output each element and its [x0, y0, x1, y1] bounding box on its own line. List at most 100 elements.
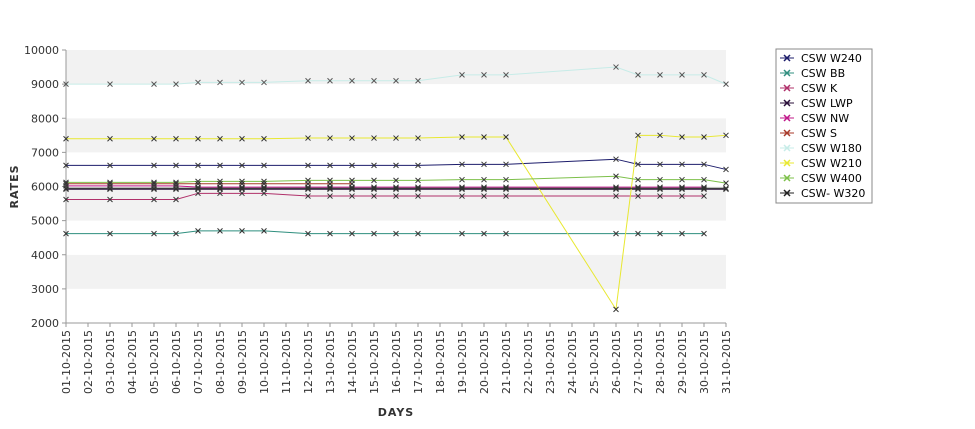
data-point: [305, 135, 311, 141]
y-tick-label: 3000: [31, 283, 59, 296]
data-point: [459, 186, 465, 193]
data-point: [679, 193, 685, 199]
data-point: [195, 186, 201, 193]
data-point: [723, 166, 729, 173]
series-markers: [63, 64, 729, 313]
data-point: [349, 77, 355, 84]
data-point: [393, 184, 399, 191]
data-point: [459, 134, 465, 140]
data-point: [657, 185, 663, 192]
x-tick-label: 04-10-2015: [126, 330, 139, 394]
data-point: [195, 185, 201, 192]
data-point: [217, 178, 223, 185]
data-point: [393, 77, 399, 84]
data-point: [173, 185, 179, 192]
legend-item: CSW W180: [780, 142, 862, 155]
x-tick-label: 08-10-2015: [214, 330, 227, 394]
x-tick-label: 16-10-2015: [390, 330, 403, 394]
data-point: [349, 135, 355, 141]
legend-item: CSW W210: [780, 157, 862, 170]
data-point: [327, 185, 333, 192]
data-point: [393, 185, 399, 192]
legend-label: CSW LWP: [801, 97, 853, 110]
data-point: [349, 177, 355, 184]
data-point: [481, 186, 487, 193]
y-tick-label: 7000: [31, 146, 59, 159]
data-point: [107, 135, 113, 142]
data-point: [239, 135, 245, 142]
data-point: [393, 177, 399, 184]
data-point: [371, 177, 377, 184]
x-tick-label: 18-10-2015: [434, 330, 447, 394]
grid-band: [66, 84, 726, 119]
grid-band: [66, 152, 726, 187]
data-point: [613, 185, 619, 192]
x-tick-label: 20-10-2015: [478, 330, 491, 394]
data-point: [239, 185, 245, 192]
legend-label: CSW BB: [801, 67, 845, 80]
data-point: [657, 193, 663, 199]
x-tick-label: 17-10-2015: [412, 330, 425, 394]
data-point: [415, 193, 421, 199]
data-point: [481, 72, 487, 78]
data-point: [393, 162, 399, 169]
data-point: [371, 162, 377, 169]
data-point: [481, 176, 487, 183]
data-point: [679, 186, 685, 193]
x-tick-label: 09-10-2015: [236, 330, 249, 394]
data-point: [393, 135, 399, 141]
data-point: [239, 79, 245, 86]
x-tick-label: 06-10-2015: [170, 330, 183, 394]
grid-band: [66, 50, 726, 85]
legend-item: CSW W400: [780, 172, 862, 185]
data-point: [371, 193, 377, 199]
data-point: [635, 176, 641, 183]
data-point: [63, 179, 69, 186]
legend-marker: [783, 174, 791, 182]
data-point: [415, 230, 421, 237]
data-point: [195, 162, 201, 169]
data-point: [635, 230, 641, 237]
data-point: [173, 180, 179, 187]
data-point: [657, 132, 663, 139]
y-tick-label: 6000: [31, 181, 59, 194]
x-tick-label: 23-10-2015: [544, 330, 557, 394]
data-point: [459, 230, 465, 237]
data-point: [63, 180, 69, 187]
data-point: [261, 186, 267, 193]
data-point: [327, 193, 333, 199]
grid-band: [66, 254, 726, 289]
data-point: [107, 196, 113, 203]
data-point: [415, 186, 421, 193]
data-point: [107, 185, 113, 192]
data-point: [173, 196, 179, 203]
y-tick-label: 9000: [31, 78, 59, 91]
legend: CSW W240 CSW BB CSW K CSW LWP CSW NW CSW S CSW…: [775, 48, 873, 204]
data-point: [349, 162, 355, 169]
legend-marker: [783, 129, 791, 137]
data-point: [305, 230, 311, 237]
data-point: [723, 180, 729, 186]
legend-marker: [783, 84, 791, 92]
data-point: [217, 135, 223, 142]
data-point: [393, 193, 399, 199]
data-point: [305, 177, 311, 184]
data-point: [305, 185, 311, 192]
data-point: [217, 162, 223, 169]
legend-item: CSW LWP: [780, 97, 853, 110]
data-point: [701, 161, 707, 168]
data-point: [63, 230, 69, 237]
data-point: [261, 79, 267, 86]
y-axis-title: RATES: [8, 164, 21, 208]
data-point: [459, 72, 465, 78]
data-point: [305, 193, 311, 199]
data-point: [415, 162, 421, 169]
data-point: [723, 186, 729, 193]
y-tick-label: 2000: [31, 317, 59, 330]
data-point: [239, 186, 245, 193]
grid-band: [66, 186, 726, 221]
x-tick-label: 30-10-2015: [698, 330, 711, 394]
legend-item: CSW W240: [780, 52, 862, 65]
